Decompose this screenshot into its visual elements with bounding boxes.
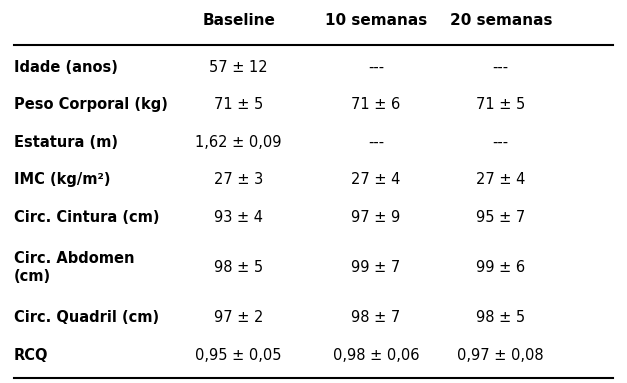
Text: 99 ± 7: 99 ± 7 [351, 260, 401, 275]
Text: Circ. Quadril (cm): Circ. Quadril (cm) [14, 311, 159, 326]
Text: 98 ± 7: 98 ± 7 [351, 311, 401, 326]
Text: Peso Corporal (kg): Peso Corporal (kg) [14, 97, 168, 113]
Text: 71 ± 5: 71 ± 5 [476, 97, 525, 113]
Text: Circ. Abdomen
(cm): Circ. Abdomen (cm) [14, 251, 134, 284]
Text: ---: --- [493, 135, 509, 150]
Text: 0,97 ± 0,08: 0,97 ± 0,08 [458, 348, 544, 363]
Text: ---: --- [493, 60, 509, 75]
Text: ---: --- [368, 60, 384, 75]
Text: 71 ± 5: 71 ± 5 [214, 97, 263, 113]
Text: 27 ± 4: 27 ± 4 [351, 172, 401, 187]
Text: 0,98 ± 0,06: 0,98 ± 0,06 [333, 348, 419, 363]
Text: 97 ± 9: 97 ± 9 [351, 210, 401, 224]
Text: 27 ± 3: 27 ± 3 [214, 172, 263, 187]
Text: IMC (kg/m²): IMC (kg/m²) [14, 172, 110, 187]
Text: Circ. Cintura (cm): Circ. Cintura (cm) [14, 210, 159, 224]
Text: 97 ± 2: 97 ± 2 [214, 311, 263, 326]
Text: 1,62 ± 0,09: 1,62 ± 0,09 [196, 135, 282, 150]
Text: 57 ± 12: 57 ± 12 [209, 60, 268, 75]
Text: 99 ± 6: 99 ± 6 [476, 260, 525, 275]
Text: 93 ± 4: 93 ± 4 [214, 210, 263, 224]
Text: 95 ± 7: 95 ± 7 [476, 210, 525, 224]
Text: 71 ± 6: 71 ± 6 [351, 97, 401, 113]
Text: 98 ± 5: 98 ± 5 [214, 260, 263, 275]
Text: Baseline: Baseline [202, 13, 275, 28]
Text: 27 ± 4: 27 ± 4 [476, 172, 525, 187]
Text: ---: --- [368, 135, 384, 150]
Text: RCQ: RCQ [14, 348, 48, 363]
Text: 20 semanas: 20 semanas [450, 13, 552, 28]
Text: 10 semanas: 10 semanas [325, 13, 427, 28]
Text: 0,95 ± 0,05: 0,95 ± 0,05 [196, 348, 282, 363]
Text: Idade (anos): Idade (anos) [14, 60, 118, 75]
Text: 98 ± 5: 98 ± 5 [476, 311, 525, 326]
Text: Estatura (m): Estatura (m) [14, 135, 118, 150]
